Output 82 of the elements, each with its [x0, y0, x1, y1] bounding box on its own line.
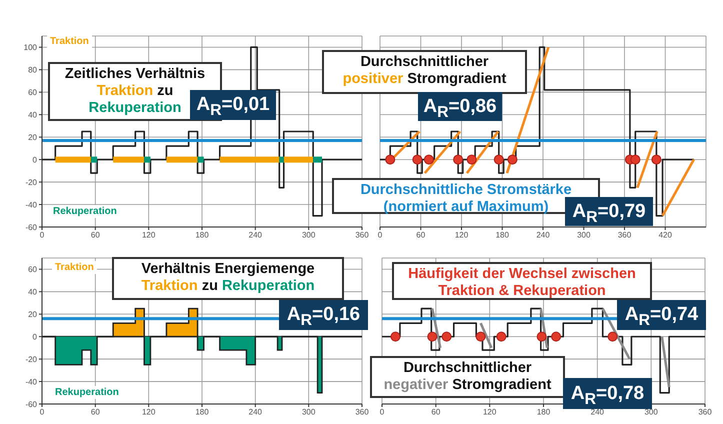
annotation: Stromgradient	[452, 377, 552, 393]
x-tick-label: 60	[90, 230, 100, 240]
annotation: Traktion	[50, 36, 89, 47]
annotation: A$_{R}$=0,16	[286, 304, 360, 329]
x-tick-label: 240	[248, 408, 263, 417]
x-tick-label: 120	[142, 408, 156, 417]
x-tick-label: 120	[142, 230, 156, 240]
x-tick-label: 60	[416, 230, 426, 240]
annotation: Traktion	[55, 262, 94, 273]
annotation: negativer	[384, 377, 448, 393]
annotation: zu	[157, 83, 174, 99]
x-tick-label: 360	[355, 408, 370, 417]
text-box: Häufigkeit der Wechsel zwischen Traktion & Rekuperation	[392, 262, 652, 300]
x-tick-label: 0	[380, 408, 385, 417]
y-tick-label: 20	[28, 310, 38, 319]
annotation: Verhältnis Energiemenge	[141, 261, 315, 277]
annotation: positiver	[342, 71, 404, 87]
x-tick-label: 300	[644, 408, 658, 417]
x-tick-label: 420	[658, 230, 672, 240]
annotation: Durchschnittlicher	[360, 54, 489, 70]
x-tick-label: 0	[378, 230, 383, 240]
x-tick-label: 60	[90, 408, 100, 417]
label-box: A$_{R}$=0,01	[190, 90, 276, 120]
x-tick-label: 0	[40, 408, 45, 417]
annotation: (normiert auf Maximum)	[383, 199, 549, 215]
annotation: A$_{R}$=0,01	[196, 94, 270, 119]
text-box: Durchschnittlicher positiver Stromgradient	[322, 50, 527, 94]
x-tick-label: 300	[302, 408, 316, 417]
x-tick-label: 180	[195, 408, 210, 417]
x-tick-label: 240	[248, 230, 263, 240]
annotation: A$_{R}$=0,79	[572, 201, 646, 226]
annotation: Häufigkeit der Wechsel zwischen	[408, 266, 636, 282]
annotation: Rekuperation	[53, 206, 117, 217]
x-tick-label: 0	[40, 230, 45, 240]
y-tick-label: 100	[24, 43, 38, 52]
annotation: Rekuperation	[88, 100, 182, 116]
x-tick-label: 300	[577, 230, 591, 240]
y-tick-label: 80	[28, 66, 38, 75]
annotation: Traktion	[96, 83, 154, 99]
x-tick-label: 360	[355, 230, 370, 240]
label-box: A$_{R}$=0,86	[418, 92, 502, 121]
y-tick-label: 0	[32, 332, 38, 342]
y-tick-label: 60	[28, 265, 38, 274]
x-tick-label: 180	[536, 408, 551, 417]
annotation: Zeitliches Verhältnis	[64, 66, 206, 82]
label-box: A$_{R}$=0,16	[279, 300, 368, 330]
annotation: Rekuperation	[55, 387, 119, 398]
annotation: Rekuperation	[222, 278, 315, 294]
y-tick-label: -20	[25, 354, 38, 364]
y-tick-label: 0	[32, 155, 38, 164]
y-tick-label: -60	[25, 400, 38, 409]
x-tick-label: 360	[698, 408, 712, 417]
annotation: Durchschnittlicher	[403, 360, 532, 376]
x-tick-label: 300	[302, 230, 316, 240]
label-box: A$_{R}$=0,78	[563, 378, 652, 409]
annotation: A$_{R}$=0,86	[423, 96, 497, 121]
x-tick-label: 120	[454, 230, 469, 240]
y-tick-label: -20	[25, 178, 38, 187]
label-box: A$_{R}$=0,74	[617, 300, 706, 330]
y-tick-label: 40	[28, 288, 38, 297]
annotation: Stromgradient	[407, 71, 506, 87]
annotation: Traktion	[141, 278, 198, 294]
y-tick-label: 60	[28, 88, 38, 98]
label-box: A$_{R}$=0,79	[565, 197, 653, 226]
x-tick-label: 360	[618, 230, 632, 240]
x-tick-label: 240	[536, 230, 550, 240]
text-box: Durchschnittlicher negativer Stromgradient	[370, 356, 565, 398]
x-tick-label: 240	[590, 408, 605, 417]
annotation: Durchschnittliche Stromstärke	[360, 182, 572, 198]
y-tick-label: 40	[28, 110, 38, 120]
annotation: Traktion & Rekuperation	[438, 283, 606, 299]
annotation: A$_{R}$=0,78	[570, 383, 644, 408]
x-tick-label: 120	[482, 408, 497, 417]
x-tick-label: 180	[195, 230, 210, 240]
y-tick-label: -40	[25, 377, 38, 386]
annotation: zu	[202, 278, 218, 294]
x-tick-label: 180	[496, 230, 510, 240]
annotation: A$_{R}$=0,74	[624, 304, 698, 329]
y-tick-label: 20	[28, 132, 38, 142]
y-tick-label: -40	[25, 200, 38, 210]
y-tick-label: -60	[25, 222, 38, 232]
x-tick-label: 60	[431, 408, 441, 417]
